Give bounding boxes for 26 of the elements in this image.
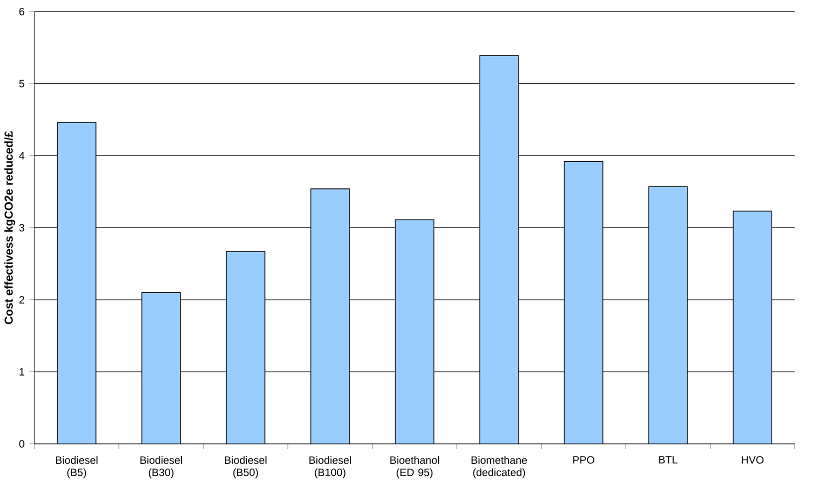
bar [226,250,266,444]
x-tick-label: Bioethanol (ED 95) [390,456,439,478]
bar [394,219,434,444]
bar [310,188,350,444]
x-tick-label: Biodiesel (B5) [56,456,98,478]
bar [479,54,519,444]
y-tick-label: 2 [19,296,24,304]
y-tick-label: 0 [19,440,24,448]
x-tick-label: BTL [659,456,678,464]
x-tick-label: Biodiesel (B50) [224,456,266,478]
bar [141,292,181,444]
bar [648,186,688,444]
y-tick-label: 6 [19,8,24,16]
x-tick-label: Biomethane (dedicated) [472,456,527,478]
y-axis-title: Cost effectivess kgCO2e reduced/£ [4,130,16,324]
x-tick-label: Biodiesel (B30) [140,456,182,478]
x-tick-label: HVO [742,456,764,464]
y-tick-label: 1 [20,368,24,376]
x-tick-label: Biodiesel (B100) [309,456,351,478]
bar [564,160,604,444]
x-tick-label: PPO [573,456,594,464]
bar [732,210,772,444]
y-tick-label: 3 [19,224,24,232]
y-tick-label: 5 [19,80,24,88]
bar [56,122,96,444]
y-tick-label: 4 [19,152,24,160]
